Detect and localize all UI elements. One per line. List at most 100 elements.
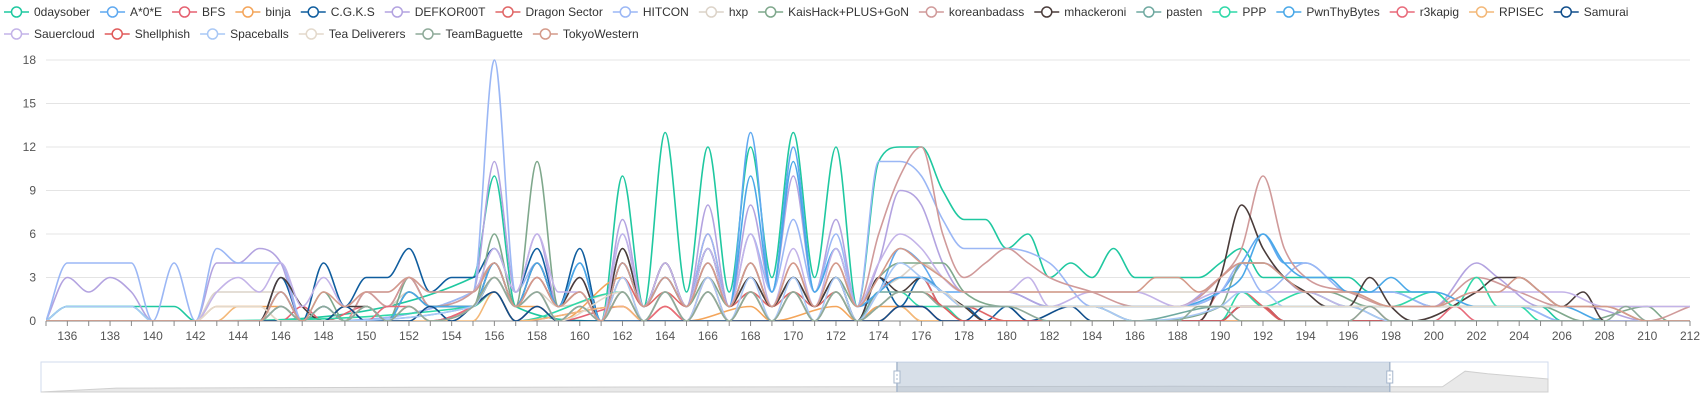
legend-item-kaishack-plus-gon[interactable]: KaisHack+PLUS+GoN <box>758 5 909 19</box>
legend-label: mhackeroni <box>1064 5 1126 19</box>
legend-marker-icon <box>10 28 23 40</box>
legend-label: hxp <box>729 5 749 19</box>
legend-item-hitcon[interactable]: HITCON <box>612 5 689 19</box>
legend-item-mhackeroni[interactable]: mhackeroni <box>1034 5 1126 19</box>
legend-label: RPISEC <box>1499 5 1544 19</box>
x-tick-label: 200 <box>1424 329 1444 343</box>
legend-item-spaceballs[interactable]: Spaceballs <box>200 27 289 41</box>
zoom-selected-window[interactable] <box>896 362 1390 392</box>
series-line-teambaguette <box>46 276 1690 321</box>
legend-item-pasten[interactable]: pasten <box>1136 5 1202 19</box>
x-tick-label: 206 <box>1552 329 1572 343</box>
legend-label: PwnThyBytes <box>1306 5 1379 19</box>
legend-item-teambaguette[interactable]: TeamBaguette <box>415 27 523 41</box>
x-tick-label: 172 <box>826 329 846 343</box>
x-tick-label: 164 <box>655 329 675 343</box>
legend-marker-icon <box>391 6 404 18</box>
legend-item-ppp[interactable]: PPP <box>1212 5 1266 19</box>
zoom-handle-left[interactable] <box>893 362 901 392</box>
legend-item-defkor00t[interactable]: DEFKOR00T <box>384 5 486 19</box>
legend-marker-icon <box>539 28 552 40</box>
legend-marker-icon <box>1560 6 1572 18</box>
legend-label: 0daysober <box>34 5 90 19</box>
legend-marker-icon <box>206 28 219 40</box>
legend-label: binja <box>265 5 291 19</box>
x-tick-label: 140 <box>143 329 163 343</box>
y-tick-label: 0 <box>29 314 36 328</box>
x-tick-label: 212 <box>1680 329 1700 343</box>
legend-marker-icon <box>111 28 123 40</box>
legend-item-binja[interactable]: binja <box>235 5 291 19</box>
x-tick-label: 208 <box>1595 329 1615 343</box>
plot-area <box>46 59 1690 321</box>
x-tick-label: 152 <box>399 329 419 343</box>
legend-item-sauercloud[interactable]: Sauercloud <box>4 27 95 41</box>
legend-item-a-0-e[interactable]: A*0*E <box>100 5 162 19</box>
legend-label: Spaceballs <box>230 27 289 41</box>
legend-marker-icon <box>106 6 119 18</box>
legend-item-bfs[interactable]: BFS <box>172 5 225 19</box>
legend-item-pwnthybytes[interactable]: PwnThyBytes <box>1276 5 1380 19</box>
legend-label: Tea Deliverers <box>329 27 406 41</box>
x-tick-label: 178 <box>954 329 974 343</box>
legend-item-shellphish[interactable]: Shellphish <box>104 27 190 41</box>
x-tick-label: 170 <box>783 329 803 343</box>
legend-item-tea-deliverers[interactable]: Tea Deliverers <box>298 27 406 41</box>
x-tick-label: 184 <box>1082 329 1102 343</box>
legend-marker-icon <box>705 6 718 18</box>
x-tick-label: 188 <box>1168 329 1188 343</box>
legend-label: Samurai <box>1584 5 1629 19</box>
x-tick-label: 192 <box>1253 329 1273 343</box>
x-tick-label: 190 <box>1210 329 1230 343</box>
legend-label: koreanbadass <box>949 5 1024 19</box>
legend-item-0daysober[interactable]: 0daysober <box>4 5 90 19</box>
legend-item-dragon-sector[interactable]: Dragon Sector <box>495 5 603 19</box>
data-zoom-slider[interactable] <box>40 361 1549 393</box>
x-tick-label: 138 <box>100 329 120 343</box>
series-line-tokyowestern <box>46 247 1690 321</box>
x-tick-label: 176 <box>911 329 931 343</box>
zoom-grip-icon <box>1386 370 1394 384</box>
legend-marker-icon <box>422 28 434 40</box>
legend-label: TeamBaguette <box>445 27 523 41</box>
x-tick-label: 174 <box>869 329 889 343</box>
x-tick-label: 148 <box>314 329 334 343</box>
legend-item-r3kapig[interactable]: r3kapig <box>1389 5 1459 19</box>
x-tick-label: 162 <box>612 329 632 343</box>
x-tick-label: 196 <box>1338 329 1358 343</box>
legend-label: BFS <box>202 5 225 19</box>
y-tick-label: 3 <box>29 271 36 285</box>
legend-item-hxp[interactable]: hxp <box>698 5 749 19</box>
legend-item-tokyowestern[interactable]: TokyoWestern <box>532 27 639 41</box>
legend-marker-icon <box>619 6 632 18</box>
x-tick-label: 158 <box>527 329 547 343</box>
y-tick-label: 15 <box>23 97 37 111</box>
legend-marker-icon <box>1396 6 1408 18</box>
x-tick-label: 136 <box>57 329 77 343</box>
zoom-handle-right[interactable] <box>1386 362 1394 392</box>
x-tick-label: 150 <box>356 329 376 343</box>
y-tick-label: 12 <box>23 140 37 154</box>
legend-marker-icon <box>305 28 318 40</box>
legend-label: TokyoWestern <box>563 27 639 41</box>
x-tick-label: 168 <box>741 329 761 343</box>
x-tick-label: 160 <box>570 329 590 343</box>
legend-label: r3kapig <box>1420 5 1459 19</box>
x-tick-label: 182 <box>1039 329 1059 343</box>
x-tick-label: 180 <box>997 329 1017 343</box>
legend-marker-icon <box>242 6 254 18</box>
legend-item-koreanbadass[interactable]: koreanbadass <box>918 5 1024 19</box>
legend-label: PPP <box>1242 5 1266 19</box>
legend-item-rpisec[interactable]: RPISEC <box>1469 5 1544 19</box>
legend-marker-icon <box>1143 6 1155 18</box>
x-tick-label: 156 <box>484 329 504 343</box>
legend-item-samurai[interactable]: Samurai <box>1553 5 1629 19</box>
legend-marker-icon <box>1475 6 1488 18</box>
x-tick-label: 142 <box>185 329 205 343</box>
y-axis: 0 3 6 9 12 15 18 <box>23 53 37 328</box>
x-axis: 136 138 140 142 144 146 148 150 152 154 156 158 160 1… <box>45 321 1700 343</box>
legend-item-c-g-k-s[interactable]: C.G.K.S <box>300 5 375 19</box>
legend-marker-icon <box>1219 6 1231 18</box>
legend-label: Sauercloud <box>34 27 95 41</box>
zoom-preview-area <box>40 370 1549 393</box>
